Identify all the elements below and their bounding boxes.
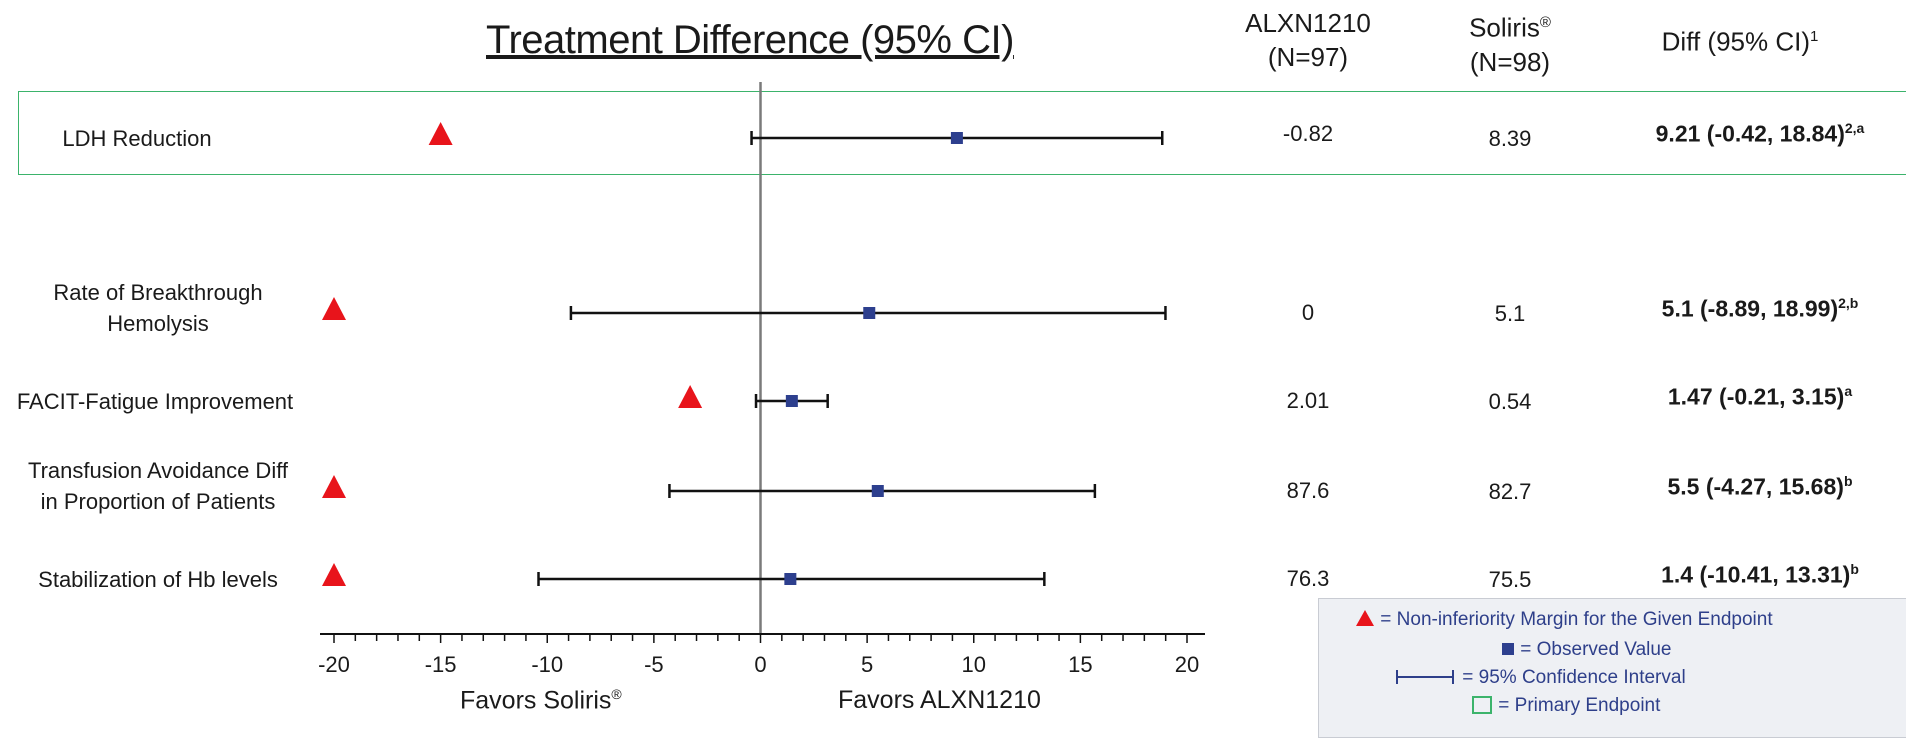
margin-triangle [322,563,346,586]
column-header-diff-label: Diff (95% CI) [1661,26,1810,57]
primary-box-icon [1472,696,1492,714]
alxn-value: 0 [1301,300,1315,325]
margin-triangle [322,297,346,320]
diff-value: 5.5 (-4.27, 15.68)b [1620,473,1900,501]
diff-value: 1.4 (-10.41, 13.31)b [1620,561,1900,589]
margin-triangle [678,385,703,408]
column-header-diff-sup: 1 [1810,28,1819,45]
margin-triangle [322,475,346,498]
diff-text: 1.47 (-0.21, 3.15) [1667,383,1845,410]
x-tick-label: -20 [318,652,350,677]
legend-primary-text: = Primary Endpoint [1498,695,1661,716]
diff-text: 9.21 (-0.42, 18.84) [1655,120,1845,147]
margin-triangle [428,122,453,145]
row-label-line: Rate of Breakthrough [53,280,263,305]
square-icon [1502,643,1514,655]
diff-text: 5.5 (-4.27, 15.68) [1667,473,1844,500]
column-header-alxn-n: (N=97) [1267,42,1349,72]
favors-soliris-text: Favors Soliris [460,686,612,715]
x-tick-label: 20 [1175,652,1199,677]
column-header-soliris-name: Soliris [1469,12,1540,43]
x-tick-label: 0 [754,652,766,677]
soliris-value: 8.39 [1488,126,1532,151]
diff-footnote: a [1844,383,1853,399]
row-label-line: Hemolysis [107,311,209,336]
column-header-soliris-reg: ® [1539,14,1551,31]
diff-value: 5.1 (-8.89, 18.99)2,b [1620,295,1900,323]
soliris-value: 5.1 [1494,301,1526,326]
row-label-line: FACIT-Fatigue Improvement [16,388,294,414]
soliris-value: 0.54 [1488,389,1532,414]
legend-margin: = Non-inferiority Margin for the Given E… [1355,609,1773,631]
alxn-value: -0.82 [1282,121,1334,146]
x-tick-label: -10 [531,652,563,677]
row-label: Rate of Breakthrough Hemolysis [0,277,316,339]
chart-title: Treatment Difference (95% CI) [486,18,1014,62]
diff-footnote: 2,b [1838,295,1859,311]
x-tick-label: -5 [644,652,664,677]
column-header-soliris: Soliris® (N=98) [1430,6,1590,79]
soliris-value: 75.5 [1488,567,1532,592]
x-tick-label: 15 [1068,652,1092,677]
legend-ci-text: = 95% Confidence Interval [1462,667,1686,688]
x-tick-label: 5 [861,652,873,677]
row-label: LDH Reduction [0,123,295,154]
soliris-value: 82.7 [1488,479,1532,504]
row-label: FACIT-Fatigue Improvement [0,386,313,417]
favors-soliris-label: Favors Soliris® [460,686,622,715]
primary-endpoint-box [18,91,1906,175]
observed-point [785,395,798,407]
column-header-diff: Diff (95% CI)1 [1620,20,1860,59]
observed-point [784,573,797,585]
triangle-icon [1356,610,1374,626]
diff-value: 9.21 (-0.42, 18.84)2,a [1620,120,1900,148]
legend-observed: = Observed Value [1501,639,1672,661]
row-label: Stabilization of Hb levels [0,564,316,595]
row-label-line: in Proportion of Patients [40,489,276,514]
ci-bar-icon [1396,670,1454,684]
diff-footnote: b [1843,473,1853,489]
row-label-line: Transfusion Avoidance Diff [27,458,289,483]
alxn-value: 76.3 [1286,566,1330,591]
alxn-value: 87.6 [1286,478,1330,503]
observed-point [871,485,884,497]
x-tick-label: -15 [425,652,457,677]
x-tick-label: 10 [962,652,986,677]
row-label-line: LDH Reduction [62,125,212,151]
diff-text: 1.4 (-10.41, 13.31) [1661,561,1851,588]
favors-soliris-reg: ® [611,686,622,702]
legend-ci: = 95% Confidence Interval [1395,667,1686,689]
legend-margin-text: = Non-inferiority Margin for the Given E… [1380,609,1773,630]
diff-footnote: b [1850,561,1859,577]
diff-text: 5.1 (-8.89, 18.99) [1661,295,1839,322]
legend-primary: = Primary Endpoint [1471,695,1660,717]
alxn-value: 2.01 [1286,388,1330,413]
column-header-soliris-n: (N=98) [1469,46,1551,77]
observed-point [950,132,963,144]
row-label-line: Stabilization of Hb levels [38,566,278,592]
diff-value: 1.47 (-0.21, 3.15)a [1620,383,1900,411]
column-header-alxn-name: ALXN1210 [1245,8,1371,38]
column-header-alxn: ALXN1210 (N=97) [1228,6,1388,74]
observed-point [863,307,876,319]
forest-plot: -20 -15 -10 -5 0 5 10 15 20 [318,82,1205,677]
favors-alxn-label: Favors ALXN1210 [838,686,1041,714]
diff-footnote: 2,a [1844,120,1865,136]
row-label: Transfusion Avoidance Diff in Proportion … [0,455,316,517]
legend-observed-text: = Observed Value [1520,639,1672,660]
legend: = Non-inferiority Margin for the Given E… [1318,598,1906,738]
